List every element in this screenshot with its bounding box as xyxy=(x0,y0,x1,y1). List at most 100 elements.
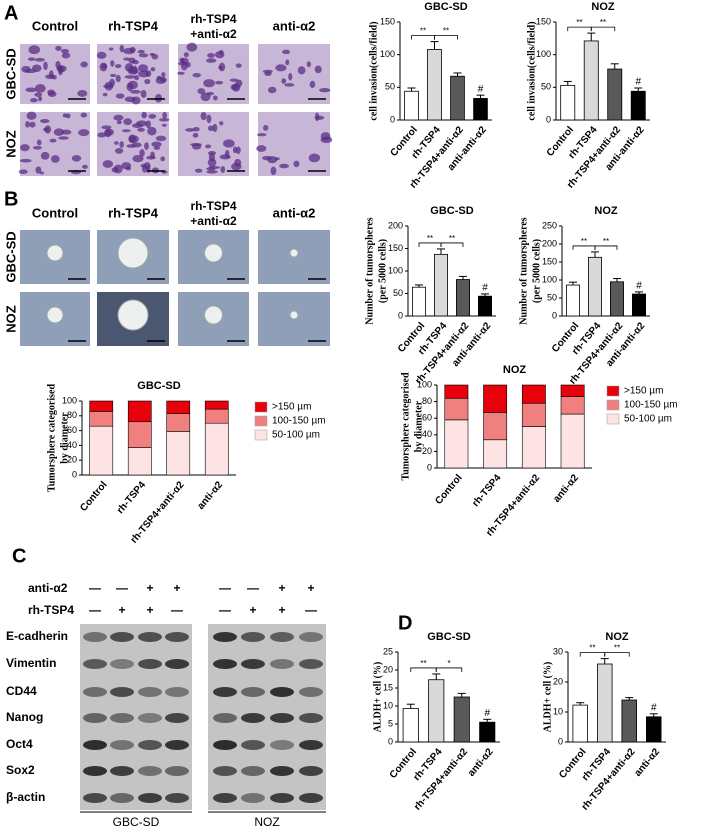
cell xyxy=(28,45,41,55)
treatment-sign: + xyxy=(278,581,285,595)
cell xyxy=(206,91,215,96)
y-tick-label: 0 xyxy=(546,114,551,124)
cell xyxy=(124,75,136,79)
error-bar xyxy=(563,80,572,86)
y-axis-label: Tumorsphere categorised xyxy=(400,372,411,480)
y-axis-label: (per 5000 cells) xyxy=(531,239,542,303)
y-tick-label: 20 xyxy=(67,455,77,465)
y-tick-label: 50 xyxy=(547,292,557,302)
significance-label: ** xyxy=(427,234,433,243)
cell xyxy=(29,121,36,128)
band xyxy=(241,766,265,776)
y-axis-label: ALDH+ cell (%) xyxy=(372,662,383,733)
bar-segment xyxy=(444,397,469,421)
treatment-sign: — xyxy=(89,603,101,617)
significance-label: ** xyxy=(603,237,609,246)
cell xyxy=(161,123,167,127)
band xyxy=(165,793,189,803)
cell xyxy=(256,145,267,152)
band xyxy=(213,687,237,697)
micrograph xyxy=(178,230,249,284)
bar-segment xyxy=(166,400,191,414)
band xyxy=(213,793,237,803)
band xyxy=(270,713,294,723)
protein-label: Vimentin xyxy=(6,656,56,670)
legend-label: >150 µm xyxy=(624,386,663,397)
cell xyxy=(262,69,273,74)
treatment-sign: — xyxy=(219,581,231,595)
y-tick-label: 50 xyxy=(385,82,395,92)
band xyxy=(83,713,107,723)
cell xyxy=(320,136,333,144)
protein-label: Oct4 xyxy=(6,737,33,751)
error-bar xyxy=(569,281,577,286)
cell xyxy=(279,163,290,169)
band xyxy=(270,632,294,642)
y-tick-label: 60 xyxy=(67,425,77,435)
y-tick-label: 200 xyxy=(388,220,403,230)
cell xyxy=(104,81,114,91)
cell xyxy=(145,70,152,77)
y-tick-label: 40 xyxy=(422,429,432,439)
error-bar xyxy=(437,248,445,255)
band xyxy=(299,687,323,697)
bar xyxy=(572,704,589,743)
column-label: rh-TSP4 xyxy=(190,12,236,26)
y-tick-label: 80 xyxy=(67,410,77,420)
cell xyxy=(256,133,267,137)
legend-swatch xyxy=(254,415,268,427)
row-label: GBC-SD xyxy=(3,231,18,282)
significance-bracket xyxy=(590,26,616,32)
cell xyxy=(314,65,322,74)
band xyxy=(110,659,134,669)
band xyxy=(138,713,162,723)
cell xyxy=(190,142,202,147)
y-tick-label: 0 xyxy=(552,310,557,320)
bar-segment xyxy=(521,426,546,469)
cell xyxy=(235,63,242,68)
cell xyxy=(45,74,55,80)
cell xyxy=(114,64,122,69)
significance-marker: # xyxy=(484,708,490,719)
cell xyxy=(219,154,231,160)
cell xyxy=(203,79,215,88)
cell xyxy=(132,123,143,129)
y-axis-label: by diameter xyxy=(413,400,424,452)
cell xyxy=(130,89,141,94)
cell xyxy=(158,118,170,122)
cell xyxy=(308,153,321,163)
bar xyxy=(427,49,442,121)
cell xyxy=(197,88,206,95)
bar xyxy=(402,708,419,743)
cell xyxy=(205,144,212,149)
band xyxy=(138,740,162,750)
bar-segment xyxy=(127,447,152,476)
cell xyxy=(109,73,117,78)
micrograph xyxy=(97,292,169,346)
significance-marker: # xyxy=(635,77,641,88)
cell xyxy=(77,90,88,97)
legend-swatch xyxy=(606,399,620,411)
band xyxy=(138,659,162,669)
cell xyxy=(101,125,112,130)
cell xyxy=(40,151,50,160)
cell xyxy=(43,61,48,71)
chart-title: GBC-SD xyxy=(427,631,470,643)
bar-segment xyxy=(560,413,585,469)
error-bar xyxy=(576,702,585,706)
cell xyxy=(267,86,277,94)
y-tick-label: 100 xyxy=(388,265,403,275)
cell xyxy=(270,166,277,176)
bar xyxy=(453,696,470,743)
bar xyxy=(473,98,488,121)
cell xyxy=(80,112,88,118)
y-tick-label: 25 xyxy=(383,646,393,656)
column-label: Control xyxy=(32,205,78,220)
y-axis-label: cell invasion(cells/field) xyxy=(368,21,379,120)
significance-bracket xyxy=(604,652,630,657)
bar-segment xyxy=(560,396,585,415)
cell xyxy=(25,121,30,128)
cell xyxy=(110,60,115,67)
cell xyxy=(61,48,70,54)
band xyxy=(165,687,189,697)
